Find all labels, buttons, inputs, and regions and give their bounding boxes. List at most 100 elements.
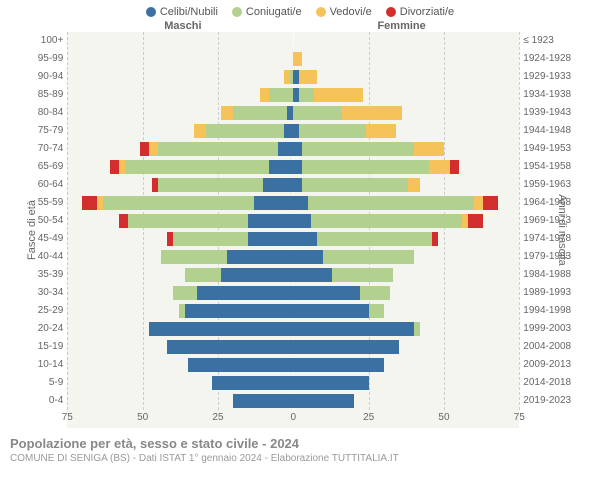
pyramid-row [67, 266, 519, 284]
female-bar [293, 322, 519, 336]
bar-segment [194, 124, 206, 138]
bar-segment [299, 88, 314, 102]
bar-segment [293, 232, 317, 246]
male-bar [67, 340, 293, 354]
pyramid-row [67, 194, 519, 212]
birth-year-label: 1934-1938 [523, 86, 582, 104]
footer-subtitle: COMUNE DI SENIGA (BS) - Dati ISTAT 1° ge… [10, 453, 590, 464]
age-label: 90-94 [18, 68, 63, 86]
bar-segment [221, 106, 233, 120]
bar-segment [323, 250, 413, 264]
bar-segment [302, 160, 429, 174]
bar-segment [293, 196, 308, 210]
age-label: 10-14 [18, 356, 63, 374]
bar-segment [221, 268, 293, 282]
bar-segment [269, 88, 293, 102]
bar-segment [432, 232, 438, 246]
bar-segment [293, 340, 398, 354]
legend-item: Coniugati/e [232, 6, 302, 18]
bar-segment [314, 88, 362, 102]
bar-segment [483, 196, 498, 210]
female-bar [293, 52, 519, 66]
header-male: Maschi [74, 20, 293, 32]
male-bar [67, 124, 293, 138]
bar-segment [414, 322, 420, 336]
birth-year-label: 2004-2008 [523, 338, 582, 356]
bar-segment [197, 286, 293, 300]
x-tick-label: 75 [514, 412, 525, 423]
bar-segment [227, 250, 293, 264]
male-bar [67, 304, 293, 318]
bar-segment [158, 178, 263, 192]
age-label: 80-84 [18, 104, 63, 122]
pyramid-row [67, 86, 519, 104]
bar-segment [140, 142, 149, 156]
female-bar [293, 304, 519, 318]
bar-segment [293, 178, 302, 192]
y-axis-label-left: Fasce di età [26, 200, 38, 260]
x-tick-label: 75 [62, 412, 73, 423]
bar-segment [293, 160, 302, 174]
bar-segment [110, 160, 119, 174]
female-bar [293, 340, 519, 354]
bar-segment [233, 106, 287, 120]
birth-year-label: ≤ 1923 [523, 32, 582, 50]
female-bar [293, 88, 519, 102]
male-bar [67, 268, 293, 282]
birth-year-label: 1989-1993 [523, 284, 582, 302]
age-label: 0-4 [18, 392, 63, 410]
x-tick-label: 50 [137, 412, 148, 423]
bar-segment [468, 214, 483, 228]
bar-segment [429, 160, 450, 174]
age-label: 60-64 [18, 176, 63, 194]
bar-segment [450, 160, 459, 174]
bar-segment [167, 340, 294, 354]
male-bar [67, 142, 293, 156]
birth-year-label: 1984-1988 [523, 266, 582, 284]
female-bar [293, 376, 519, 390]
bar-segment [299, 124, 365, 138]
female-bar [293, 178, 519, 192]
bar-segment [128, 214, 249, 228]
column-headers: Maschi Femmine [0, 20, 600, 32]
birth-year-label: 1924-1928 [523, 50, 582, 68]
bar-segment [302, 142, 413, 156]
pyramid-chart: Fasce di età Anni di nascita 100+95-9990… [0, 32, 600, 428]
legend: Celibi/NubiliConiugati/eVedovi/eDivorzia… [0, 0, 600, 20]
female-bar [293, 286, 519, 300]
female-bar [293, 268, 519, 282]
age-label: 45-49 [18, 230, 63, 248]
pyramid-row [67, 122, 519, 140]
legend-swatch-icon [386, 7, 396, 17]
bar-segment [161, 250, 227, 264]
chart-footer: Popolazione per età, sesso e stato civil… [0, 428, 600, 464]
age-label: 75-79 [18, 122, 63, 140]
birth-year-label: 1964-1968 [523, 194, 582, 212]
pyramid-row [67, 302, 519, 320]
female-bar [293, 160, 519, 174]
bar-rows [67, 32, 519, 410]
age-label: 65-69 [18, 158, 63, 176]
bar-segment [149, 322, 294, 336]
male-bar [67, 106, 293, 120]
bar-segment [248, 232, 293, 246]
bar-segment [293, 214, 311, 228]
bar-segment [185, 304, 293, 318]
birth-year-label: 1939-1943 [523, 104, 582, 122]
female-bar [293, 232, 519, 246]
age-label: 70-74 [18, 140, 63, 158]
legend-item: Celibi/Nubili [146, 6, 218, 18]
x-tick-label: 25 [212, 412, 223, 423]
bar-segment [188, 358, 293, 372]
pyramid-row [67, 140, 519, 158]
bar-segment [293, 358, 383, 372]
bar-segment [293, 304, 368, 318]
pyramid-row [67, 356, 519, 374]
bar-segment [103, 196, 254, 210]
male-bar [67, 358, 293, 372]
male-bar [67, 322, 293, 336]
legend-swatch-icon [316, 7, 326, 17]
bar-segment [302, 178, 407, 192]
bar-segment [158, 142, 279, 156]
male-bar [67, 196, 293, 210]
